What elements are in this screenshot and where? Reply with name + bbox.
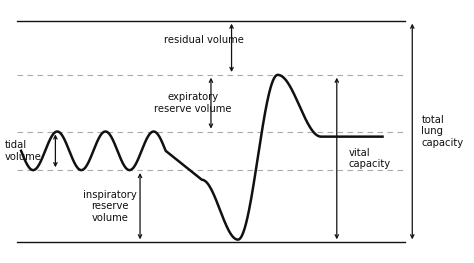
Text: total
lung
capacity: total lung capacity [421,115,464,148]
Text: tidal
volume: tidal volume [5,140,42,161]
Text: expiratory
reserve volume: expiratory reserve volume [154,92,231,114]
Text: residual volume: residual volume [164,35,244,45]
Text: inspiratory
reserve
volume: inspiratory reserve volume [83,190,137,223]
Text: vital
capacity: vital capacity [348,148,391,169]
